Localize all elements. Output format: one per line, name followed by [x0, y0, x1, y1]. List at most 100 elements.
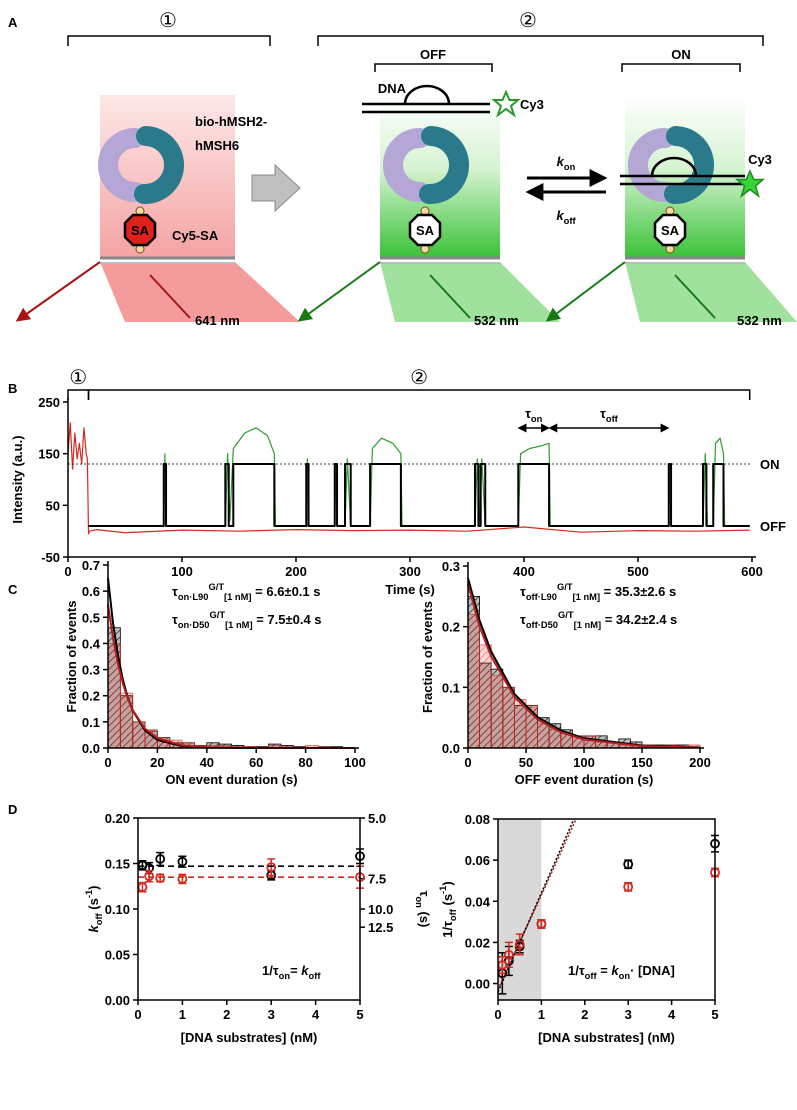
y-tick-label: 0.20 [105, 811, 130, 826]
annotation: 1/τoff = kon· [DNA] [568, 963, 675, 981]
dna-label: DNA [378, 81, 407, 96]
cy3-label: Cy3 [748, 152, 772, 167]
y-tick-label: 0.1 [82, 715, 100, 730]
y-tick-label: -50 [41, 550, 60, 565]
cy3-label: Cy3 [520, 97, 544, 112]
y-tick-label: 50 [46, 498, 60, 513]
block-arrow [251, 163, 301, 213]
y-axis-label-part: off [94, 912, 104, 925]
streptavidin [123, 206, 687, 254]
panel-label: A [8, 15, 18, 30]
annotation-part: [1 nM] [574, 620, 602, 630]
x-axis-label: [DNA substrates] (nM) [538, 1030, 675, 1045]
x-tick-label: 400 [513, 564, 535, 579]
state-label: OFF [420, 47, 446, 62]
bracket [621, 63, 741, 72]
histogram-bar [537, 723, 550, 749]
histogram-bar [490, 674, 504, 749]
annotation-part: k [611, 963, 619, 978]
annotation-part: off [585, 971, 598, 981]
annotation-part: = 35.3±2.6 s [600, 584, 676, 599]
annotation-part: · [DNA] [630, 963, 675, 978]
y-axis-label-part: (s [440, 894, 455, 909]
y-axis-label-part: ) [86, 886, 101, 890]
histogram-bar [548, 729, 562, 749]
y-tick-label: 0.02 [465, 935, 490, 950]
y2-tick-label: 10.0 [368, 902, 393, 917]
y-tick-label: 0.00 [105, 993, 130, 1008]
interval-label: τoff [600, 406, 619, 424]
x-tick-label: 4 [312, 1007, 320, 1022]
data-point [177, 874, 188, 884]
y-tick-label: 250 [38, 395, 60, 410]
fit-curve [467, 583, 701, 749]
y-tick-label: 0.3 [82, 663, 100, 678]
y2-axis-label-part: on [414, 896, 424, 908]
x-axis-label: OFF event duration (s) [515, 772, 654, 787]
laser-line [429, 274, 471, 319]
annotation-part: [1 nM] [224, 592, 252, 602]
kon-label-part: k [557, 154, 565, 169]
trace [90, 427, 750, 527]
fit-curve [497, 818, 577, 991]
y-tick-label: 0.10 [105, 902, 130, 917]
y-tick-label: 0.0 [442, 741, 460, 756]
x-tick-label: 0 [134, 1007, 141, 1022]
laser-beam [100, 262, 300, 322]
y-axis-label-part: (s [86, 898, 101, 913]
laser-arrow [297, 261, 381, 322]
x-tick-label: 2 [581, 1007, 588, 1022]
koff-label-part: off [564, 216, 577, 226]
y-tick-label: 0.06 [465, 853, 490, 868]
y-tick-label: 0.4 [82, 636, 101, 651]
panel-label: D [8, 802, 17, 817]
y-axis-label: 1/τoff (s-1) [438, 881, 458, 937]
annotation-part: on·D50 [178, 620, 210, 630]
x-tick-label: 20 [150, 755, 164, 770]
x-axis-label: ON event duration (s) [165, 772, 297, 787]
y-axis-label-part: ) [440, 881, 455, 885]
annotation-part: τ [520, 584, 526, 599]
y2-tick-label: 7.5 [368, 872, 386, 887]
y2-tick-label: 5.0 [368, 811, 386, 826]
axes [67, 398, 756, 558]
data-point [623, 881, 634, 892]
y2-axis-label: τon (s) [414, 891, 432, 928]
data-point [155, 854, 166, 864]
x-tick-label: 50 [519, 755, 533, 770]
trace [88, 463, 750, 527]
laser-label: 532 nm [474, 313, 519, 328]
sa-label: SA [416, 223, 435, 238]
y-tick-label: 0.15 [105, 857, 130, 872]
bracket-label: ① [69, 365, 87, 389]
y-axis-label-part: -1 [84, 890, 94, 898]
y-axis-label-part: off [448, 908, 458, 921]
y-tick-label: 0.08 [465, 812, 490, 827]
protein-label: hMSH6 [195, 138, 239, 153]
axes [467, 562, 704, 749]
x-tick-label: 200 [689, 755, 711, 770]
interval-label-part: τ [600, 406, 606, 421]
annotation-part: [1 nM] [573, 592, 601, 602]
x-tick-label: 4 [668, 1007, 676, 1022]
annotation-part: on [279, 971, 291, 981]
panel-a-diagram [15, 35, 797, 322]
laser-arrow [545, 261, 626, 322]
y2-axis-label-part: (s) [417, 908, 432, 928]
cy3-star [491, 89, 521, 118]
koff-label-part: k [556, 208, 564, 223]
y-tick-label: 0.0 [82, 741, 100, 756]
annotation-part: τ [172, 612, 178, 627]
y-tick-label: 0.6 [82, 584, 100, 599]
laser-label: 532 nm [737, 313, 782, 328]
data-point [155, 873, 166, 883]
x-tick-label: 3 [268, 1007, 275, 1022]
histogram-bar [467, 614, 481, 749]
annotation: τon·D50G/T[1 nM] = 7.5±0.4 s [172, 610, 322, 630]
y-axis-label: Fraction of events [64, 601, 79, 713]
kon-label-part: on [564, 162, 576, 172]
y-tick-label: 0.5 [82, 610, 100, 625]
